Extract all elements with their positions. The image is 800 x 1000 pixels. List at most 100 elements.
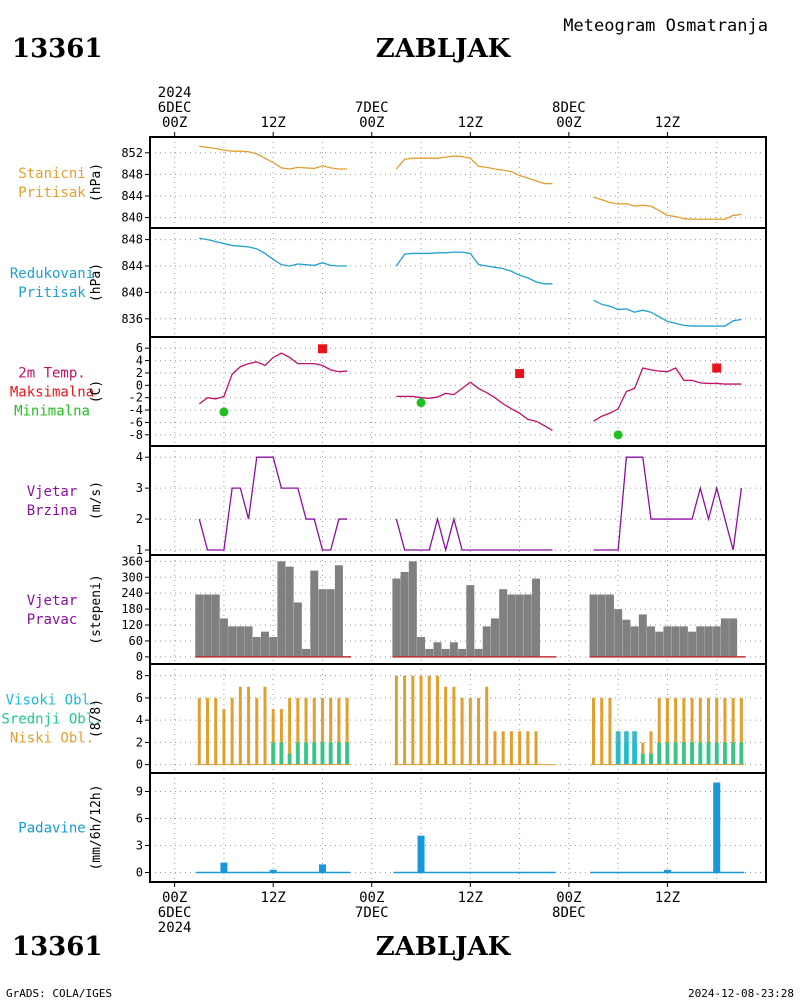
series-line-temperature [198,352,348,405]
bottom-time-label: 12Z [655,890,680,906]
mid-cloud-bar [304,742,309,765]
panel-clouds: 8 6 4 2 0 Visoki Obl. Srednji Obl. Niski Obl.(8… [1,663,767,774]
mid-cloud-bar [328,742,333,765]
low-cloud-bar [468,697,472,765]
mid-cloud-bar [345,742,350,765]
footer-timestamp: 2024-12-08-23:28 [688,987,794,1000]
bottom-time-label: 00Z [162,890,187,906]
mid-cloud-bar [271,742,276,765]
station-id-bottom: 13361 [12,932,102,962]
low-cloud-bar [649,731,653,765]
wind-direction-bar [326,589,335,657]
y-tick-label: 6 [136,341,143,355]
wind-direction-bar [490,618,499,657]
wind-direction-bar [622,619,631,657]
bottom-time-label: 2024 [158,920,192,936]
wind-direction-bar [507,594,516,657]
wind-direction-bar [466,585,475,657]
low-cloud-bar [600,697,604,765]
panel-reduced_pressure: 848 844 840 836 Redukovani Pritisak (hPa) [10,227,767,338]
low-cloud-bar [690,697,694,765]
y-tick-label: 4 [136,354,143,368]
y-tick-label: 852 [121,146,143,160]
y-axis-label: (C) [89,380,104,403]
mid-cloud-bar [739,742,744,765]
low-cloud-bar [205,697,209,765]
low-cloud-bar [238,686,242,765]
wind-direction-bar [532,578,541,657]
wind-direction-bar [195,594,204,657]
y-tick-label: 1 [136,543,143,557]
wind-direction-bar [589,594,598,657]
y-tick-label: 120 [121,618,143,632]
low-cloud-bar [665,697,669,765]
wind-direction-bar [277,561,286,657]
low-cloud-bar [288,697,292,765]
wind-direction-bar [482,626,491,657]
y-tick-label: 840 [121,285,143,299]
mid-cloud-bar [320,742,325,765]
low-cloud-bar [345,697,349,765]
tmin-marker [613,430,623,440]
low-cloud-bar [493,731,497,765]
wind-direction-bar [688,631,697,657]
wind-direction-bar [474,648,483,657]
y-tick-label: 2 [136,366,143,380]
panel-label: Padavine [18,821,85,837]
y-tick-label: 2 [136,735,143,749]
wind-direction-bar [408,561,417,657]
panel-label: Vjetar [27,484,78,500]
y-tick-label: 60 [129,634,143,648]
bottom-time-label: 7DEC [355,905,389,921]
wind-direction-bar [260,631,269,657]
mid-cloud-bar [665,742,670,765]
series-line-temperature [593,367,742,422]
mid-cloud-bar [698,742,703,765]
panel-wind_direction: 360 300 240 180 120 60 0 Vjetar Pravac (stepeni) [27,554,767,665]
low-cloud-bar [329,697,333,765]
y-tick-label: 4 [136,713,143,727]
low-cloud-bar [518,731,522,765]
bottom-time-label: 8DEC [552,905,586,921]
panel-label: Niski Obl. [10,731,94,747]
mid-cloud-bar [714,742,719,765]
y-tick-label: 6 [136,812,143,826]
low-cloud-bar [608,697,612,765]
low-cloud-bar [411,675,415,765]
low-cloud-bar [255,697,259,765]
wind-direction-bar [417,636,426,657]
wind-direction-bar [449,642,458,657]
y-tick-label: -8 [129,428,143,442]
y-tick-label: -6 [129,415,143,429]
wind-direction-bar [285,566,294,657]
wind-direction-bar [720,618,729,657]
series-line-wind_speed [593,456,743,551]
y-tick-label: 2 [136,512,143,526]
top-time-label: 6DEC [158,100,192,116]
wind-direction-bar [334,565,343,657]
low-cloud-bar [271,709,275,765]
high-cloud-bar [615,731,621,765]
series-line-reduced_pressure [199,237,348,267]
y-tick-label: 4 [136,450,143,464]
low-cloud-bar [674,697,678,765]
precip-bar [713,782,721,873]
panel-label: Pravac [27,612,78,628]
low-cloud-bar [296,697,300,765]
wind-direction-bar [203,594,212,657]
wind-direction-bar [228,626,237,657]
top-time-label: 7DEC [355,100,389,116]
panel-label: Minimalna [14,404,90,420]
footer-credit: GrADS: COLA/IGES [6,987,112,1000]
low-cloud-bar [214,697,218,765]
wind-direction-bar [630,626,639,657]
panel-label: Visoki Obl. [6,693,99,709]
panel-label: Stanicni [18,166,85,182]
bottom-time-label: 12Z [458,890,483,906]
panel-wind_speed: 4 3 2 1 Vjetar Brzina (m/s) [27,445,767,557]
y-tick-label: 360 [121,554,143,568]
series-line-temperature [396,381,553,432]
